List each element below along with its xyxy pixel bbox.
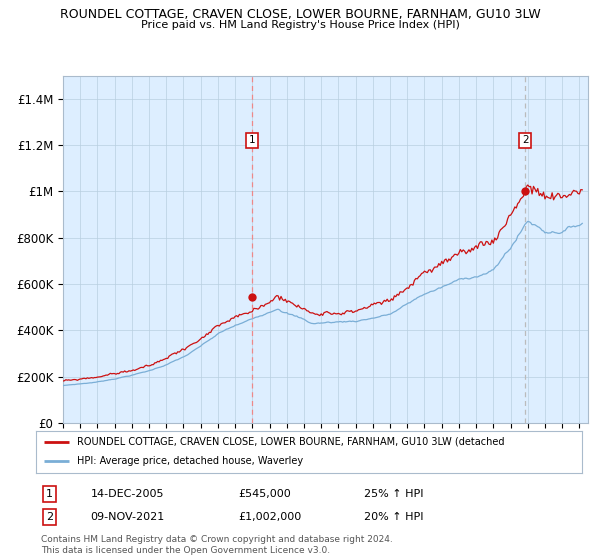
Text: 14-DEC-2005: 14-DEC-2005 xyxy=(91,489,164,499)
Text: 2: 2 xyxy=(522,136,529,146)
Text: 2: 2 xyxy=(46,512,53,522)
Text: Price paid vs. HM Land Registry's House Price Index (HPI): Price paid vs. HM Land Registry's House … xyxy=(140,20,460,30)
Text: 20% ↑ HPI: 20% ↑ HPI xyxy=(364,512,423,522)
Text: 09-NOV-2021: 09-NOV-2021 xyxy=(91,512,165,522)
Text: Contains HM Land Registry data © Crown copyright and database right 2024.
This d: Contains HM Land Registry data © Crown c… xyxy=(41,535,393,555)
Text: HPI: Average price, detached house, Waverley: HPI: Average price, detached house, Wave… xyxy=(77,456,303,466)
Text: £545,000: £545,000 xyxy=(238,489,291,499)
Text: 1: 1 xyxy=(248,136,255,146)
Text: 25% ↑ HPI: 25% ↑ HPI xyxy=(364,489,423,499)
Text: 1: 1 xyxy=(46,489,53,499)
Text: ROUNDEL COTTAGE, CRAVEN CLOSE, LOWER BOURNE, FARNHAM, GU10 3LW (detached: ROUNDEL COTTAGE, CRAVEN CLOSE, LOWER BOU… xyxy=(77,437,505,447)
Text: ROUNDEL COTTAGE, CRAVEN CLOSE, LOWER BOURNE, FARNHAM, GU10 3LW: ROUNDEL COTTAGE, CRAVEN CLOSE, LOWER BOU… xyxy=(59,8,541,21)
Text: £1,002,000: £1,002,000 xyxy=(238,512,301,522)
